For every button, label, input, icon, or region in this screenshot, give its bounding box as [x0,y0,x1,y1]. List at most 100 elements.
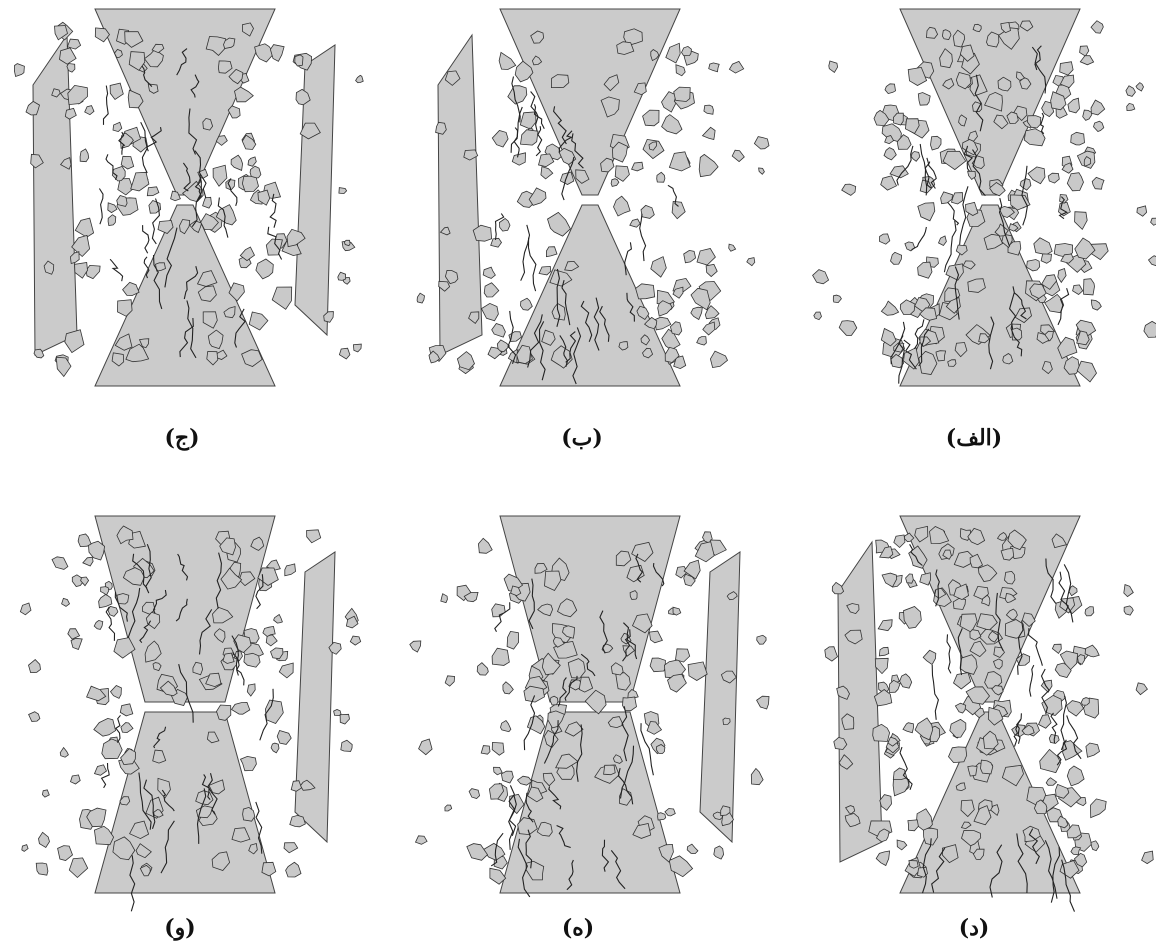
rock-fragment [211,851,231,871]
rock-fragment [124,31,144,48]
rock-fragment [907,819,919,832]
crack-line [911,226,927,251]
rock-fragment [844,629,863,645]
crack-line [494,602,511,633]
rock-fragment [216,704,232,721]
crack-line [490,832,504,867]
panel-jim-image [13,8,364,387]
rock-fragment [934,587,947,599]
crack-line [619,745,635,799]
rock-fragment [1002,353,1014,365]
rock-fragment [917,261,933,279]
rock-fragment [967,527,986,546]
rock-fragment [107,214,117,226]
rock-fragment [668,855,694,878]
rock-fragment [71,574,84,587]
crack-line [946,634,952,674]
rock-fragment [1051,533,1068,549]
rock-fragment [217,60,233,74]
rock-fragment [575,169,590,184]
rock-fragment [672,606,682,616]
rock-fragment [440,593,448,604]
rock-fragment [179,219,191,235]
crack-line [1013,719,1022,747]
rock-fragment [352,343,362,353]
crack-line [610,850,626,890]
rock-fragment [832,294,842,304]
rock-fragment [116,593,130,605]
rock-fragment [972,101,983,113]
crack-line [556,268,561,327]
rock-fragment [38,831,50,849]
rock-fragment [919,179,933,194]
crack-line [176,48,188,76]
crack-line [138,772,152,830]
rock-fragment [93,619,104,630]
rock-fragment [673,86,691,102]
rock-fragment [227,105,241,119]
rock-fragment [519,111,537,130]
rock-fragment [1141,850,1154,865]
crack-line [231,635,239,676]
rock-fragment [541,329,556,346]
rock-fragment [1045,777,1058,786]
rock-fragment [477,537,493,554]
crack-line [561,156,575,201]
rock-fragment [157,777,171,799]
rock-fragment [271,286,293,310]
rock-fragment [222,652,235,664]
rock-fragment [833,736,848,750]
rock-fragment [1029,283,1047,299]
rock-fragment [57,845,73,861]
rock-fragment [1090,840,1100,852]
crack-line [913,319,925,350]
rock-fragment [642,347,654,359]
rock-fragment [672,286,684,299]
crack-line [599,305,610,342]
crack-line [175,598,188,622]
rock-fragment [1039,748,1062,774]
rock-fragment [86,807,107,828]
rock-fragment [696,248,716,266]
crack-line [954,266,960,320]
rock-fragment [613,195,631,217]
rock-fragment [904,241,916,252]
rock-fragment [416,292,425,304]
crack-line [918,328,930,367]
rock-fragment [1066,700,1085,717]
rock-fragment [615,672,631,691]
rock-fragment [954,342,968,358]
crack-line [622,629,631,662]
rock-fragment [612,754,623,764]
rock-fragment [531,55,543,66]
rock-fragment [1005,608,1018,621]
rock-fragment [683,559,701,580]
rock-fragment [702,321,716,336]
rock-fragment [1000,21,1011,34]
crack-line [164,227,178,288]
crack-line [576,724,583,782]
rock-fragment [646,721,663,735]
rock-fragment [1055,106,1068,119]
rock-fragment [510,585,522,597]
rock-fragment [1070,846,1082,856]
crack-line [652,563,665,587]
rock-fragment [1093,120,1105,132]
crack-line [898,335,905,384]
rock-fragment [664,808,676,817]
rock-fragment [978,333,990,344]
rock-fragment [418,738,433,756]
rock-fragment [74,262,88,279]
rock-fragment [899,299,916,315]
crack-line [626,292,635,322]
rock-fragment [939,48,953,69]
crack-line [963,145,974,172]
rock-fragment [192,661,204,676]
rock-fragment [152,662,162,672]
rock-fragment [343,239,351,247]
crack-line [924,157,932,189]
rock-fragment [960,821,972,830]
crack-line [527,314,543,368]
crack-line [599,610,608,654]
crack-line [623,622,638,660]
